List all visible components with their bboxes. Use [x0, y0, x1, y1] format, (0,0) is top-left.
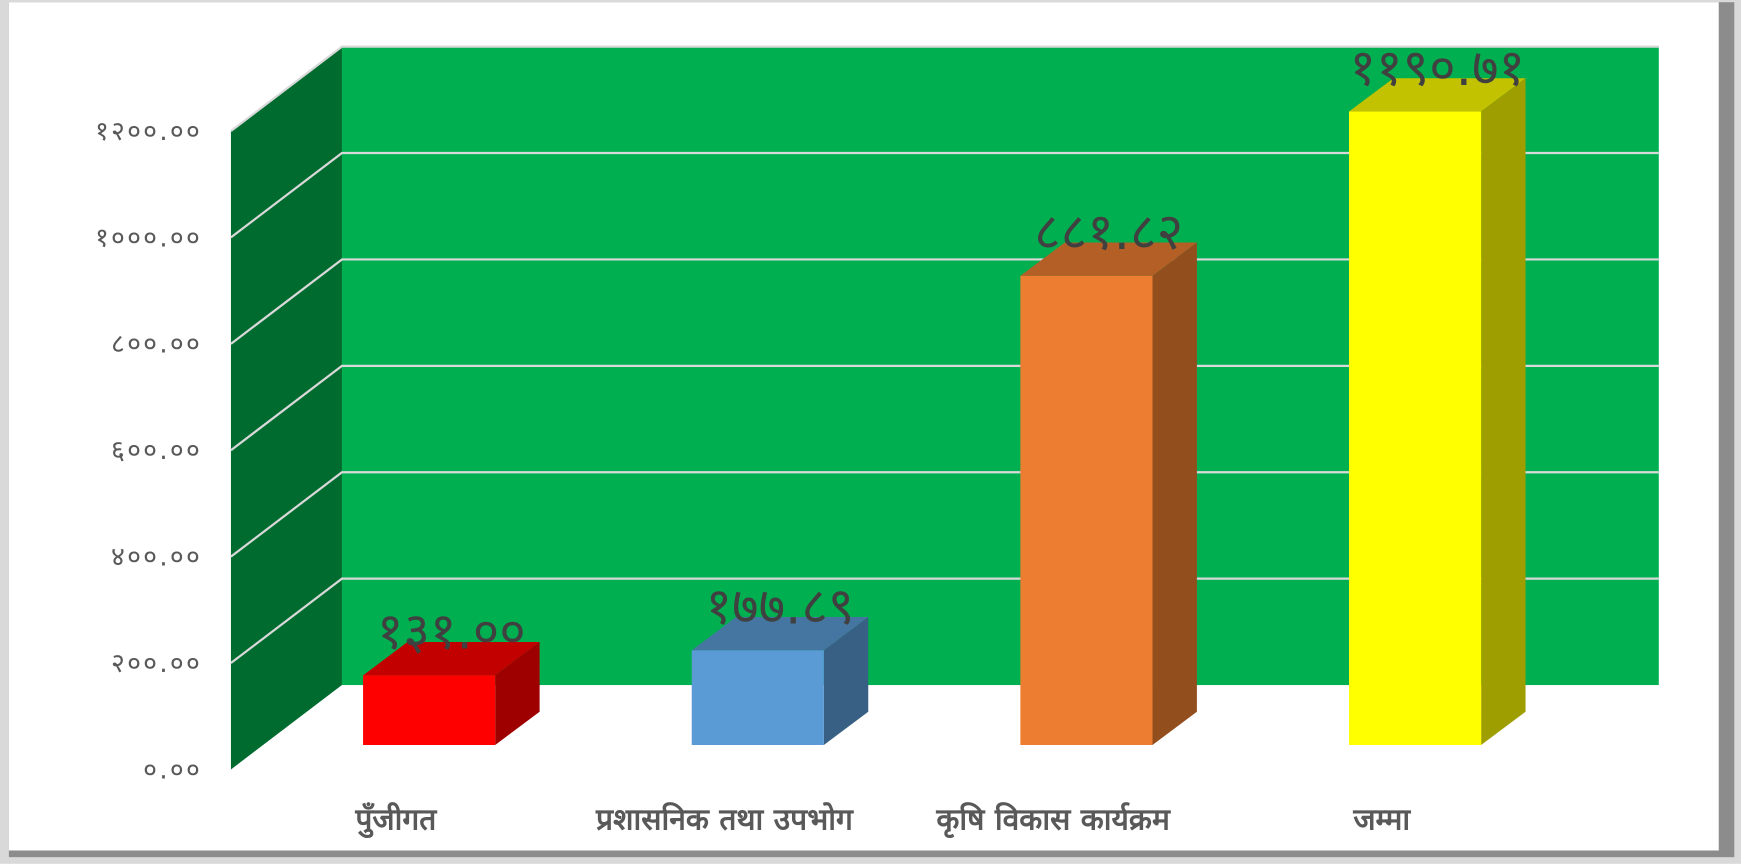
y-tick-label: ६००.०० [111, 435, 202, 466]
bar [1020, 275, 1153, 746]
bar-side [495, 642, 540, 746]
y-tick-label: २००.०० [111, 648, 202, 679]
value-label: १७७.८९ [705, 578, 854, 637]
bar [691, 650, 824, 746]
value-label: ११९०.७१ [1350, 39, 1526, 98]
x-tick-label: प्रशासनिक तथा उपभोग [595, 801, 854, 837]
value-label: ८८१.८२ [1034, 203, 1183, 262]
x-tick-label: कृषि विकास कार्यक्रम [935, 801, 1171, 838]
bar-side [823, 617, 869, 746]
bar-side [1152, 242, 1197, 746]
grid-line [230, 364, 1659, 452]
grid-line [230, 151, 1659, 239]
bar-side [1481, 78, 1526, 746]
x-tick-label: पुँजीगत [354, 801, 438, 838]
grid-line [230, 577, 1659, 664]
y-tick-label: १२००.०० [95, 116, 202, 147]
grid-line [230, 258, 1659, 345]
y-tick-label: ४००.०० [111, 542, 202, 573]
grid-line [230, 45, 1659, 132]
y-tick-label: ८००.०० [111, 329, 202, 360]
y-tick-label: १०००.०० [95, 222, 202, 253]
value-label: १३१.०० [377, 603, 526, 662]
bar-top [691, 617, 869, 651]
bar-top [363, 642, 540, 676]
bar [1349, 111, 1482, 746]
bar-top [1020, 242, 1197, 276]
grid-line [230, 471, 1659, 558]
y-tick-label: ०.०० [143, 754, 202, 785]
x-tick-label: जम्मा [1352, 802, 1411, 837]
bar-top [1349, 78, 1526, 112]
bar [363, 675, 496, 746]
